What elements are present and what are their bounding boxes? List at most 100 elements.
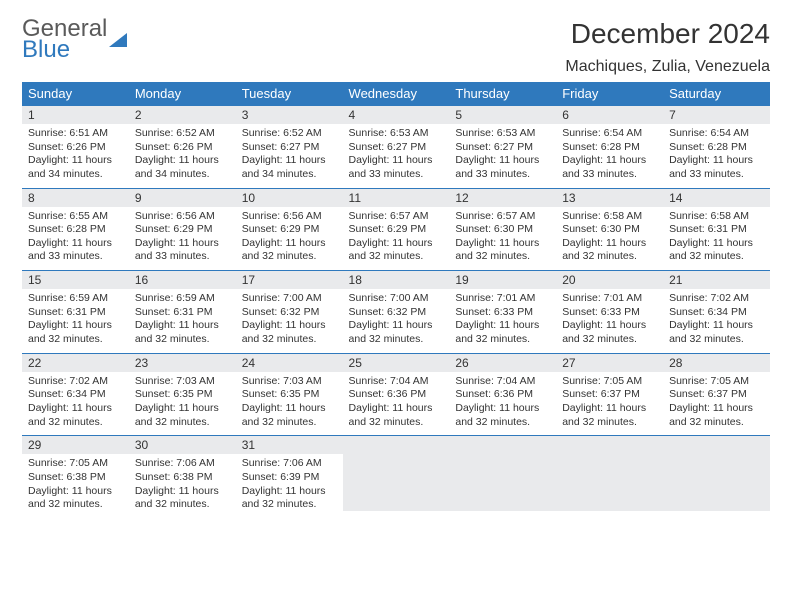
day-details: Sunrise: 6:57 AMSunset: 6:30 PMDaylight:… [449,207,556,271]
sunset-text: Sunset: 6:37 PM [669,388,764,402]
daylight-text-1: Daylight: 11 hours [349,154,444,168]
sunrise-text: Sunrise: 7:01 AM [562,292,657,306]
calendar-day-cell: 9Sunrise: 6:56 AMSunset: 6:29 PMDaylight… [129,188,236,271]
weekday-header: Wednesday [343,82,450,105]
sunrise-text: Sunrise: 7:00 AM [349,292,444,306]
weekday-header: Thursday [449,82,556,105]
day-details: Sunrise: 7:04 AMSunset: 6:36 PMDaylight:… [343,372,450,436]
day-details: Sunrise: 7:03 AMSunset: 6:35 PMDaylight:… [129,372,236,436]
sunset-text: Sunset: 6:32 PM [349,306,444,320]
daylight-text-1: Daylight: 11 hours [28,154,123,168]
sunrise-text: Sunrise: 7:05 AM [669,375,764,389]
day-details: Sunrise: 6:56 AMSunset: 6:29 PMDaylight:… [129,207,236,271]
day-details: Sunrise: 6:54 AMSunset: 6:28 PMDaylight:… [556,124,663,188]
day-details: Sunrise: 6:53 AMSunset: 6:27 PMDaylight:… [449,124,556,188]
sunrise-text: Sunrise: 7:06 AM [242,457,337,471]
day-text-empty [663,454,770,511]
day-details: Sunrise: 7:05 AMSunset: 6:37 PMDaylight:… [556,372,663,436]
sunset-text: Sunset: 6:26 PM [28,141,123,155]
day-details: Sunrise: 6:56 AMSunset: 6:29 PMDaylight:… [236,207,343,271]
day-details: Sunrise: 6:59 AMSunset: 6:31 PMDaylight:… [22,289,129,353]
day-number: 30 [129,435,236,454]
logo-line2: Blue [22,39,107,62]
sunrise-text: Sunrise: 6:57 AM [455,210,550,224]
sunset-text: Sunset: 6:28 PM [669,141,764,155]
sunrise-text: Sunrise: 6:59 AM [28,292,123,306]
day-number: 13 [556,188,663,207]
day-number: 16 [129,270,236,289]
sunrise-text: Sunrise: 7:02 AM [28,375,123,389]
calendar-week-row: 1Sunrise: 6:51 AMSunset: 6:26 PMDaylight… [22,105,770,188]
calendar-day-cell: 13Sunrise: 6:58 AMSunset: 6:30 PMDayligh… [556,188,663,271]
day-details: Sunrise: 7:01 AMSunset: 6:33 PMDaylight:… [449,289,556,353]
weekday-header: Tuesday [236,82,343,105]
daylight-text-1: Daylight: 11 hours [669,237,764,251]
calendar-day-cell: 20Sunrise: 7:01 AMSunset: 6:33 PMDayligh… [556,270,663,353]
calendar-week-row: 22Sunrise: 7:02 AMSunset: 6:34 PMDayligh… [22,353,770,436]
day-number-empty [449,435,556,454]
sunrise-text: Sunrise: 7:00 AM [242,292,337,306]
calendar-day-cell: 17Sunrise: 7:00 AMSunset: 6:32 PMDayligh… [236,270,343,353]
daylight-text-2: and 33 minutes. [669,168,764,182]
sunset-text: Sunset: 6:38 PM [135,471,230,485]
weekday-header: Monday [129,82,236,105]
month-year: December 2024 [565,18,770,50]
sunrise-text: Sunrise: 7:02 AM [669,292,764,306]
sunset-text: Sunset: 6:34 PM [669,306,764,320]
daylight-text-2: and 33 minutes. [562,168,657,182]
day-details: Sunrise: 7:01 AMSunset: 6:33 PMDaylight:… [556,289,663,353]
day-details: Sunrise: 7:00 AMSunset: 6:32 PMDaylight:… [343,289,450,353]
daylight-text-2: and 33 minutes. [28,250,123,264]
calendar-day-cell [663,435,770,518]
sunset-text: Sunset: 6:29 PM [242,223,337,237]
sunset-text: Sunset: 6:37 PM [562,388,657,402]
sunrise-text: Sunrise: 6:56 AM [242,210,337,224]
daylight-text-2: and 32 minutes. [349,333,444,347]
day-details: Sunrise: 6:54 AMSunset: 6:28 PMDaylight:… [663,124,770,188]
sunrise-text: Sunrise: 7:04 AM [455,375,550,389]
day-number: 31 [236,435,343,454]
sunrise-text: Sunrise: 6:53 AM [349,127,444,141]
sunrise-text: Sunrise: 6:57 AM [349,210,444,224]
daylight-text-1: Daylight: 11 hours [28,319,123,333]
sunrise-text: Sunrise: 6:52 AM [242,127,337,141]
sunset-text: Sunset: 6:35 PM [242,388,337,402]
day-number: 9 [129,188,236,207]
calendar-day-cell: 12Sunrise: 6:57 AMSunset: 6:30 PMDayligh… [449,188,556,271]
day-number-empty [556,435,663,454]
daylight-text-1: Daylight: 11 hours [135,237,230,251]
day-number: 20 [556,270,663,289]
daylight-text-1: Daylight: 11 hours [562,402,657,416]
location: Machiques, Zulia, Venezuela [565,58,770,76]
daylight-text-1: Daylight: 11 hours [135,485,230,499]
calendar-day-cell: 27Sunrise: 7:05 AMSunset: 6:37 PMDayligh… [556,353,663,436]
sunset-text: Sunset: 6:33 PM [455,306,550,320]
daylight-text-1: Daylight: 11 hours [242,154,337,168]
daylight-text-1: Daylight: 11 hours [349,237,444,251]
day-number: 11 [343,188,450,207]
sunset-text: Sunset: 6:34 PM [28,388,123,402]
sunrise-text: Sunrise: 7:05 AM [562,375,657,389]
calendar-table: SundayMondayTuesdayWednesdayThursdayFrid… [22,82,770,518]
daylight-text-2: and 34 minutes. [28,168,123,182]
daylight-text-1: Daylight: 11 hours [135,154,230,168]
daylight-text-2: and 32 minutes. [669,416,764,430]
calendar-day-cell: 24Sunrise: 7:03 AMSunset: 6:35 PMDayligh… [236,353,343,436]
sunset-text: Sunset: 6:32 PM [242,306,337,320]
calendar-day-cell: 23Sunrise: 7:03 AMSunset: 6:35 PMDayligh… [129,353,236,436]
daylight-text-1: Daylight: 11 hours [455,402,550,416]
calendar-day-cell: 11Sunrise: 6:57 AMSunset: 6:29 PMDayligh… [343,188,450,271]
calendar-day-cell: 22Sunrise: 7:02 AMSunset: 6:34 PMDayligh… [22,353,129,436]
daylight-text-2: and 34 minutes. [242,168,337,182]
calendar-day-cell: 8Sunrise: 6:55 AMSunset: 6:28 PMDaylight… [22,188,129,271]
daylight-text-1: Daylight: 11 hours [455,319,550,333]
sunrise-text: Sunrise: 6:58 AM [669,210,764,224]
daylight-text-2: and 34 minutes. [135,168,230,182]
sunset-text: Sunset: 6:30 PM [455,223,550,237]
daylight-text-1: Daylight: 11 hours [562,154,657,168]
daylight-text-2: and 32 minutes. [349,250,444,264]
day-number: 21 [663,270,770,289]
calendar-week-row: 8Sunrise: 6:55 AMSunset: 6:28 PMDaylight… [22,188,770,271]
weekday-header: Friday [556,82,663,105]
calendar-day-cell: 21Sunrise: 7:02 AMSunset: 6:34 PMDayligh… [663,270,770,353]
